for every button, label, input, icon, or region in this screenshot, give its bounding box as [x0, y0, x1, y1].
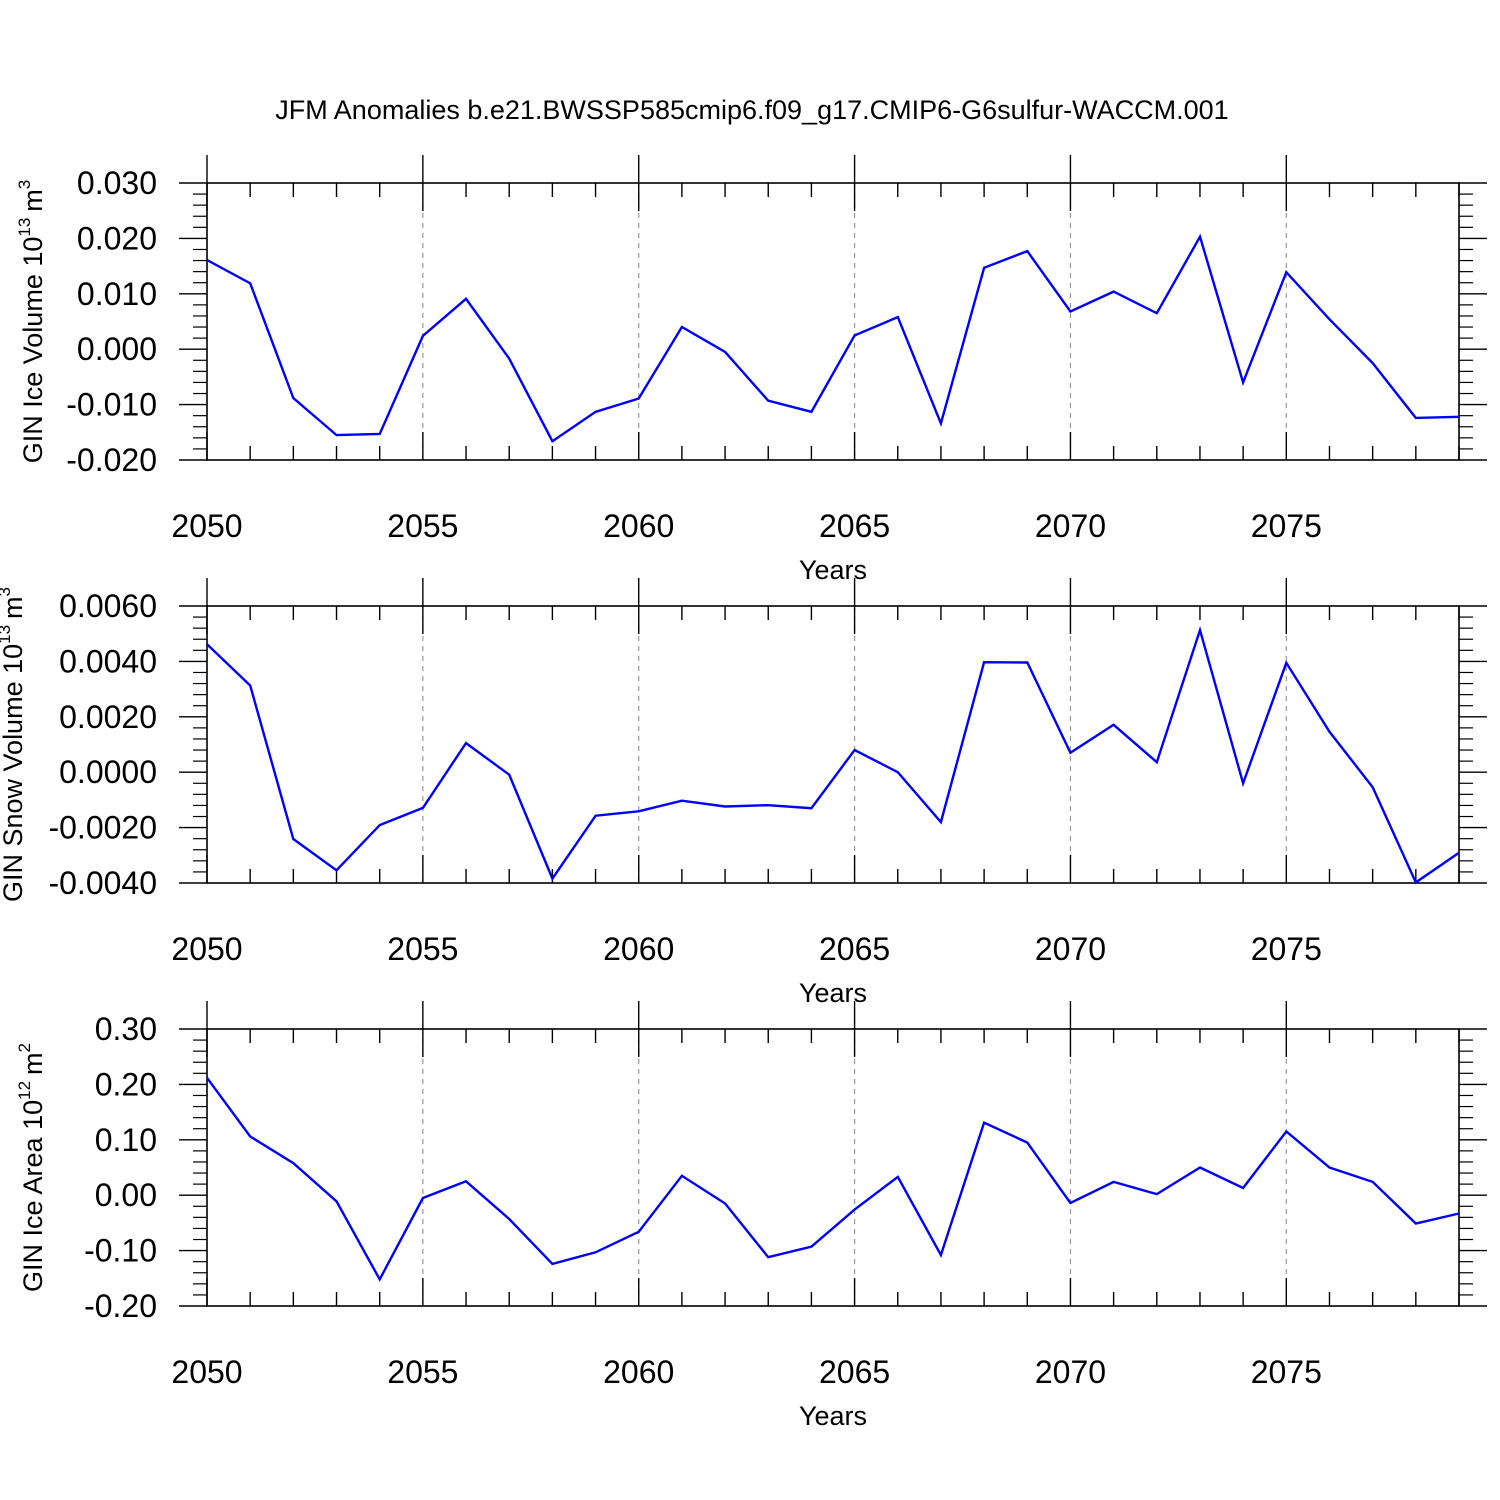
panel-2: -0.0040 -0.0020 0.0000 0.0020 0.0040 0.0060 20… — [0, 578, 1487, 1008]
x-tick-label: 2055 — [387, 508, 458, 544]
y-tick-label: -0.020 — [66, 442, 157, 478]
x-axis-label: Years — [799, 555, 867, 585]
y-tick-label: 0.0040 — [59, 643, 157, 679]
series-line — [206, 625, 1460, 885]
y-tick-label: 0.0020 — [59, 699, 157, 735]
x-axis-label: Years — [799, 1401, 867, 1431]
y-tick-label: 0.020 — [77, 220, 157, 256]
x-tick-label: 2065 — [819, 508, 890, 544]
y-tick-label: -0.0020 — [48, 810, 157, 846]
x-tick-label: 2055 — [387, 931, 458, 967]
y-axis-label-unit: m — [18, 189, 48, 212]
x-axis-label: Years — [799, 978, 867, 1008]
y-tick-label: 0.30 — [95, 1011, 157, 1047]
y-axis-label-exponent: 13 — [15, 218, 34, 237]
y-axis-label-exponent: 13 — [0, 625, 14, 644]
y-tick-label: 0.20 — [95, 1066, 157, 1102]
series-line — [206, 1077, 1460, 1282]
x-tick-label: 2060 — [603, 1354, 674, 1390]
y-tick-label: -0.20 — [84, 1288, 157, 1324]
plot-frame — [206, 182, 1460, 461]
figure-title: JFM Anomalies b.e21.BWSSP585cmip6.f09_g1… — [275, 95, 1228, 125]
y-tick-label: 0.00 — [95, 1177, 157, 1213]
y-tick-label: -0.10 — [84, 1233, 157, 1269]
x-tick-label: 2050 — [171, 931, 242, 967]
x-tick-label: 2075 — [1251, 508, 1322, 544]
y-tick-label: -0.010 — [66, 387, 157, 423]
series-line — [206, 233, 1460, 443]
x-tick-label: 2075 — [1251, 931, 1322, 967]
y-tick-label: 0.030 — [77, 165, 157, 201]
y-axis-label-unit-exponent: 2 — [15, 1043, 34, 1052]
y-tick-label: 0.0000 — [59, 754, 157, 790]
x-tick-label: 2075 — [1251, 1354, 1322, 1390]
y-axis-label: GIN Snow Volume 1013 m3 — [0, 587, 28, 902]
y-axis-label-unit-exponent: 3 — [0, 587, 14, 596]
x-tick-label: 2060 — [603, 931, 674, 967]
y-axis-label-text: GIN Ice Volume 10 — [18, 237, 48, 464]
y-axis-label-unit: m — [18, 1052, 48, 1075]
y-axis-label: GIN Ice Volume 1013 m3 — [15, 180, 48, 464]
y-tick-label: 0.0060 — [59, 588, 157, 624]
plot-frame — [206, 605, 1460, 884]
x-tick-label: 2070 — [1035, 1354, 1106, 1390]
panels: -0.020 -0.010 0.000 0.010 0.020 0.030 2050 2055… — [0, 155, 1487, 1431]
x-tick-label: 2065 — [819, 1354, 890, 1390]
y-axis-label-exponent: 12 — [15, 1081, 34, 1100]
y-axis-label-unit: m — [0, 596, 28, 619]
panel-3: -0.20 -0.10 0.00 0.10 0.20 0.30 2050 2055 2060 20… — [15, 1001, 1487, 1431]
x-tick-label: 2060 — [603, 508, 674, 544]
plot-frame — [206, 1028, 1460, 1307]
y-tick-label: 0.10 — [95, 1122, 157, 1158]
x-tick-label: 2050 — [171, 1354, 242, 1390]
x-tick-label: 2070 — [1035, 931, 1106, 967]
x-tick-label: 2050 — [171, 508, 242, 544]
y-axis-label-text: GIN Snow Volume 10 — [0, 644, 28, 902]
x-tick-label: 2070 — [1035, 508, 1106, 544]
y-tick-label: -0.0040 — [48, 865, 157, 901]
y-tick-label: 0.010 — [77, 276, 157, 312]
x-tick-label: 2065 — [819, 931, 890, 967]
x-tick-label: 2055 — [387, 1354, 458, 1390]
y-tick-label: 0.000 — [77, 331, 157, 367]
y-axis-label: GIN Ice Area 1012 m2 — [15, 1043, 48, 1292]
panel-1: -0.020 -0.010 0.000 0.010 0.020 0.030 2050 2055… — [15, 155, 1487, 585]
y-axis-label-unit-exponent: 3 — [15, 180, 34, 189]
y-axis-label-text: GIN Ice Area 10 — [18, 1100, 48, 1292]
